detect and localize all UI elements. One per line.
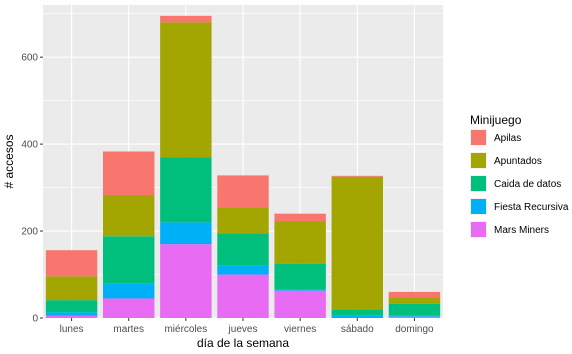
y-tick-label: 600	[21, 53, 38, 64]
bar-segment	[160, 222, 212, 245]
bar-segment	[103, 194, 155, 237]
legend-items: Apilas Apuntados Caida de datos Fiesta Recu…	[470, 129, 569, 238]
bar-segment	[45, 315, 98, 318]
bar-segment	[388, 303, 441, 316]
bar-segment	[103, 283, 155, 299]
x-tick-label: martes	[113, 324, 144, 335]
bar-segment	[388, 291, 441, 298]
x-axis: lunes martes miércoles jueves viernes sábado d…	[60, 318, 434, 335]
y-axis: 0 200 400 600	[21, 53, 43, 325]
x-tick-label: jueves	[228, 324, 258, 335]
bar-segment	[331, 315, 383, 318]
x-tick-label: viernes	[284, 324, 316, 335]
legend-key	[471, 176, 486, 191]
legend-label: Apilas	[494, 133, 521, 144]
bar-segment	[45, 312, 98, 316]
legend-key	[471, 199, 486, 214]
y-tick-label: 400	[21, 140, 38, 151]
y-tick-label: 0	[32, 314, 38, 325]
y-tick-label: 200	[21, 227, 38, 238]
bar-segment	[274, 213, 326, 222]
bar-segment	[103, 151, 155, 195]
legend-label: Caida de datos	[494, 179, 561, 190]
x-tick-label: miércoles	[164, 324, 207, 335]
bar-segment	[274, 290, 326, 318]
bar-segment	[388, 315, 441, 317]
bar-segment	[160, 244, 212, 318]
bar-segment	[331, 175, 383, 177]
x-tick-label: lunes	[60, 324, 84, 335]
bar-segment	[45, 250, 98, 277]
legend: Minijuego Apilas Apuntados Caida de datos F…	[470, 113, 569, 238]
bar-segment	[331, 309, 383, 316]
bar-segment	[217, 208, 269, 234]
bar-segment	[160, 15, 212, 23]
x-tick-label: sábado	[341, 324, 374, 335]
bar-segment	[274, 289, 326, 291]
bar-segment	[274, 263, 326, 290]
bar-segment	[45, 300, 98, 313]
bar-segment	[103, 236, 155, 284]
bar-segment	[217, 274, 269, 318]
legend-key	[471, 130, 486, 145]
bar-segment	[274, 221, 326, 264]
legend-label: Mars Miners	[494, 225, 549, 236]
legend-label: Apuntados	[494, 156, 542, 167]
bar-segment	[45, 276, 98, 301]
y-axis-title: # accesos	[2, 134, 16, 188]
legend-label: Fiesta Recursiva	[494, 202, 569, 213]
bar-segment	[388, 297, 441, 304]
x-tick-label: domingo	[395, 324, 434, 335]
x-axis-title: día de la semana	[197, 336, 289, 350]
legend-key	[471, 153, 486, 168]
bar-segment	[217, 175, 269, 209]
bar-segment	[217, 233, 269, 266]
bar-segment	[331, 176, 383, 310]
legend-title: Minijuego	[470, 113, 522, 127]
bar-segment	[388, 316, 441, 318]
bar-segment	[103, 298, 155, 318]
bars	[45, 15, 441, 318]
bar-segment	[160, 22, 212, 158]
legend-key	[471, 222, 486, 237]
bar-segment	[160, 157, 212, 223]
bar-segment	[217, 265, 269, 275]
